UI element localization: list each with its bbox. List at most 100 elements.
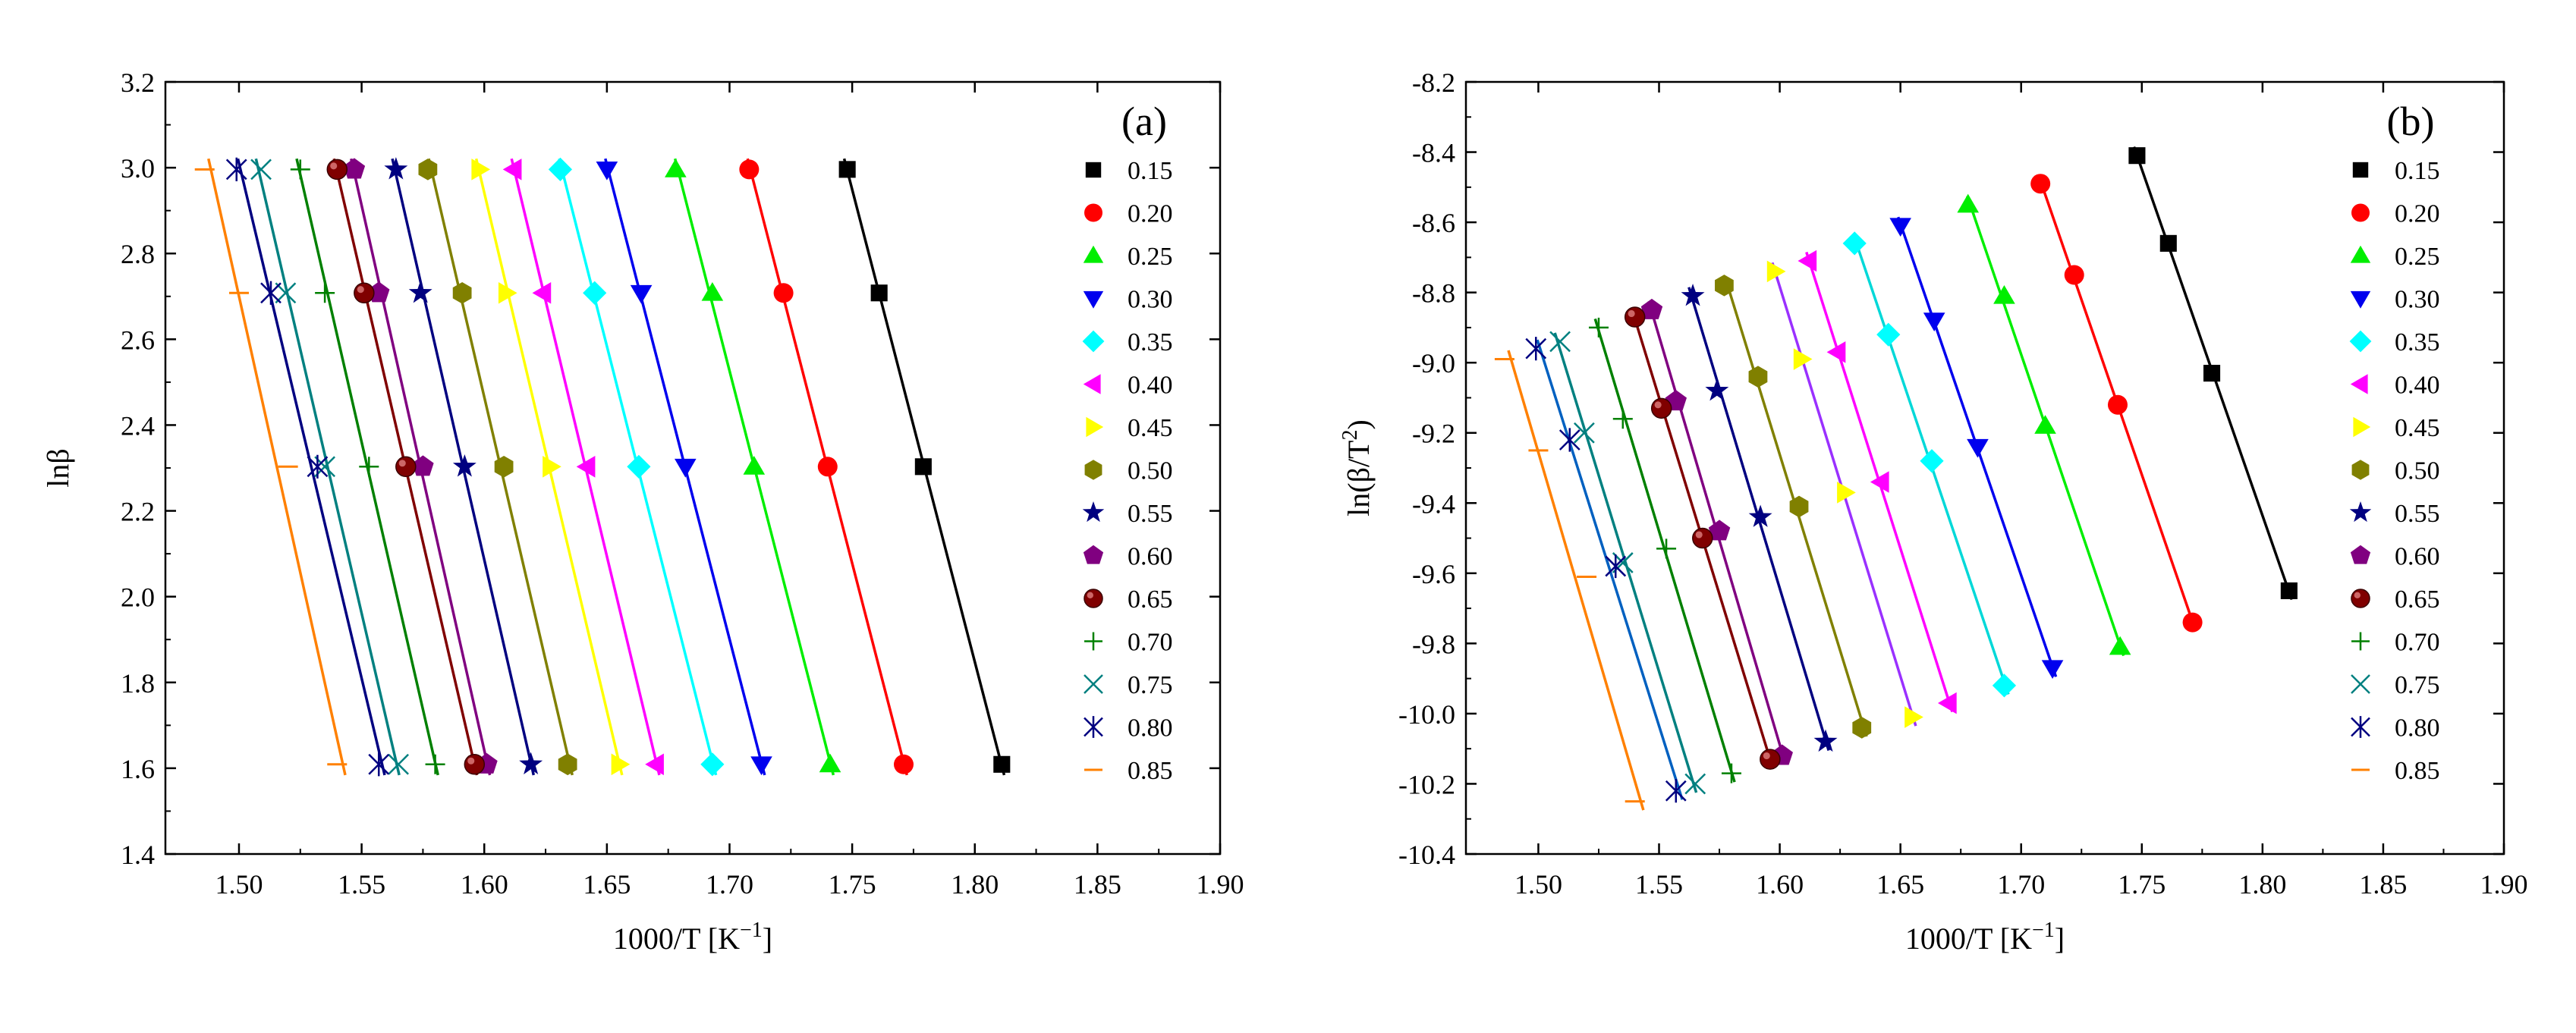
marker-hexagon (1748, 366, 1768, 388)
marker-star (1705, 378, 1729, 401)
marker-triangle-right (1837, 482, 1856, 504)
legend-label: 0.15 (2395, 157, 2440, 185)
y-tick-label: -9.2 (1412, 419, 1455, 449)
marker-square (2128, 147, 2146, 165)
y-axis-title: ln(β/T2) (1338, 419, 1376, 516)
marker-diamond (583, 281, 607, 305)
fit-line-0.85 (1507, 350, 1645, 811)
marker-triangle-down (2350, 290, 2371, 309)
marker-pentagon (2350, 545, 2371, 564)
marker-x (1574, 422, 1595, 444)
marker-circle (2182, 612, 2203, 633)
marker-triangle-right (1904, 706, 1923, 728)
y-tick-label: -10.2 (1398, 769, 1455, 799)
x-tick-label: 1.55 (338, 869, 385, 900)
marker-triangle-right (498, 281, 517, 304)
fit-line-0.75 (1553, 332, 1698, 793)
legend-label: 0.80 (2395, 714, 2440, 743)
marker-x (275, 282, 297, 304)
marker-asterisk (1558, 428, 1581, 452)
marker-circle (739, 159, 760, 180)
marker-sphere (464, 754, 486, 775)
marker-x (250, 159, 272, 181)
x-axis-title-end: ] (2055, 922, 2065, 956)
marker-plus (1612, 409, 1633, 429)
legend-label: 0.55 (2395, 500, 2440, 528)
x-tick-label: 1.80 (951, 869, 999, 900)
marker-triangle-up (819, 753, 841, 773)
marker-triangle-left (1083, 374, 1101, 394)
y-tick-label: 1.8 (121, 668, 155, 699)
marker-triangle-down (596, 161, 618, 181)
marker-square (914, 458, 932, 476)
legend-label: 0.70 (1128, 629, 1173, 657)
legend-label: 0.70 (2395, 629, 2440, 657)
legend-label: 0.75 (1128, 671, 1173, 699)
legend-label: 0.55 (1128, 500, 1173, 528)
marker-triangle-right (611, 753, 631, 776)
marker-sphere-highlight (2354, 592, 2361, 598)
marker-circle (2351, 203, 2370, 222)
marker-triangle-right (1766, 260, 1786, 283)
marker-triangle-right (543, 456, 561, 478)
marker-x (1684, 773, 1706, 795)
legend-label: 0.80 (1128, 714, 1173, 743)
legend-label: 0.65 (2395, 586, 2440, 614)
marker-triangle-left (645, 753, 664, 776)
y-axis-title: lnβ (41, 448, 75, 487)
marker-x (1549, 331, 1571, 353)
y-tick-label: -10.4 (1398, 840, 1455, 870)
x-tick-label: 1.75 (829, 869, 876, 900)
marker-triangle-up (743, 456, 766, 475)
marker-asterisk (1084, 716, 1103, 738)
marker-hexagon (1715, 275, 1734, 297)
legend-label: 0.50 (2395, 457, 2440, 485)
x-axis-title: 1000/T [K−1] (613, 918, 772, 956)
x-tick-label: 1.90 (1197, 869, 1244, 900)
marker-sphere (354, 282, 375, 304)
legend-label: 0.25 (2395, 243, 2440, 271)
marker-sphere (1650, 397, 1672, 419)
marker-sphere (2351, 589, 2370, 608)
marker-asterisk (307, 454, 329, 479)
marker-triangle-left (576, 456, 596, 478)
marker-square (2280, 582, 2298, 600)
marker-sphere (1624, 306, 1646, 328)
marker-asterisk (368, 752, 390, 777)
marker-triangle-right (1086, 416, 1104, 438)
legend-label: 0.75 (2395, 671, 2440, 699)
marker-triangle-down (1923, 312, 1945, 331)
y-tick-label: 2.2 (121, 497, 155, 527)
marker-sphere-highlight (398, 460, 406, 467)
x-tick-label: 1.70 (1997, 869, 2045, 900)
marker-circle (894, 754, 914, 774)
legend-label: 0.60 (2395, 543, 2440, 571)
y-tick-label: -9.6 (1412, 559, 1455, 589)
legend-label: 0.35 (2395, 328, 2440, 356)
marker-triangle-down (750, 756, 772, 776)
marker-square (2352, 162, 2369, 178)
marker-sphere-highlight (467, 757, 475, 765)
y-tick-label: 1.4 (121, 840, 155, 870)
marker-square (2159, 234, 2177, 252)
y-axis-title-sup: 2 (1338, 429, 1362, 440)
marker-triangle-up (665, 159, 687, 177)
marker-x (2351, 674, 2370, 694)
marker-sphere-highlight (1628, 309, 1635, 318)
marker-plus (425, 754, 445, 774)
y-tick-label: 3.2 (121, 68, 155, 98)
marker-square (993, 755, 1011, 773)
x-tick-label: 1.50 (215, 869, 263, 900)
marker-square (1085, 162, 1102, 178)
legend-label: 0.85 (1128, 757, 1173, 785)
x-tick-label: 1.60 (461, 869, 508, 900)
marker-star (452, 454, 477, 477)
marker-asterisk (1525, 337, 1547, 361)
fit-line-0.70 (1593, 318, 1736, 783)
marker-sphere-highlight (330, 162, 338, 170)
x-tick-label: 1.80 (2238, 869, 2286, 900)
marker-plus (1656, 538, 1677, 559)
marker-sphere (1084, 589, 1103, 608)
x-tick-label: 1.65 (583, 869, 631, 900)
legend-label: 0.85 (2395, 757, 2440, 785)
